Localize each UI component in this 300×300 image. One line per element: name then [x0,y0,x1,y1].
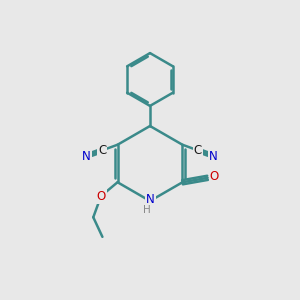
Text: O: O [96,190,106,202]
Text: N: N [82,149,91,163]
Text: N: N [209,149,218,163]
Text: H: H [142,205,150,215]
Text: O: O [209,170,219,183]
Text: N: N [146,193,155,206]
Text: C: C [98,144,106,157]
Text: C: C [194,144,202,157]
